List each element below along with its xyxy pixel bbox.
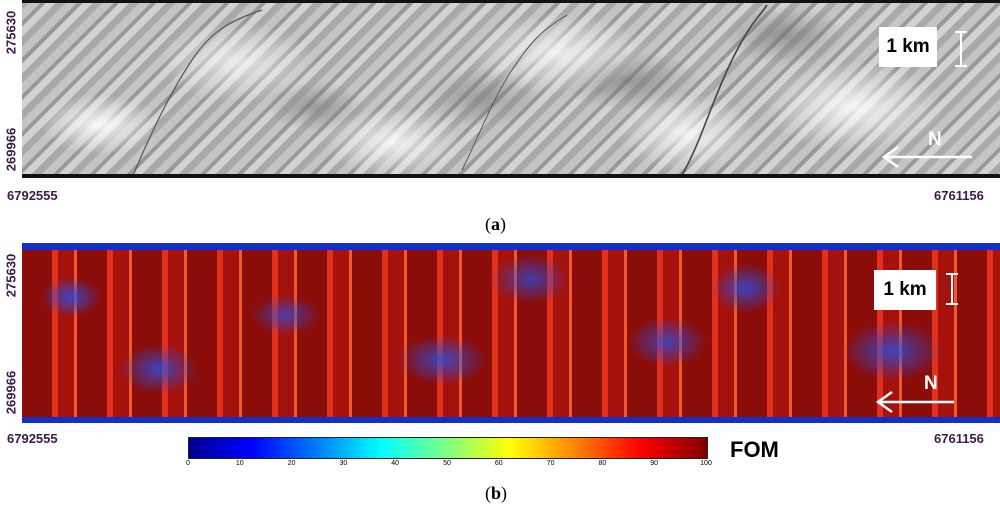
y-coord-bottom-a: 269966	[3, 127, 19, 172]
x-coord-left-a: 6792555	[7, 188, 58, 203]
colorbar-tick-label: 10	[235, 460, 244, 467]
colorbar-tick-label: 0	[186, 460, 190, 467]
north-label-b: N	[924, 373, 938, 394]
drainage-lines	[131, 4, 768, 178]
scale-label-b: 1 km	[874, 270, 936, 310]
y-coord-top-a: 275630	[3, 10, 19, 55]
x-coord-right-a: 6761156	[934, 188, 984, 203]
caption-a-open: (	[485, 214, 491, 234]
colorbar-tick-label: 70	[546, 460, 555, 467]
colorbar-label: FOM	[730, 437, 779, 462]
grayscale-map-image	[22, 0, 1000, 178]
colorbar-tick-label: 80	[598, 460, 607, 467]
fom-map-image	[22, 243, 1000, 423]
colorbar-tick-label: 60	[494, 460, 503, 467]
colorbar-tick-label: 40	[391, 460, 400, 467]
colorbar-tick-label: 100	[700, 460, 712, 467]
caption-a: (a)	[485, 214, 506, 235]
north-arrow-icon	[875, 390, 954, 414]
y-coord-top-b: 275630	[3, 253, 19, 298]
fom-colorbar	[188, 437, 708, 459]
caption-b: (b)	[485, 483, 507, 504]
north-label-a: N	[928, 129, 942, 150]
y-coord-bottom-b: 269966	[3, 370, 19, 415]
x-coord-left-b: 6792555	[7, 431, 58, 446]
colorbar-tick-label: 30	[339, 460, 348, 467]
caption-b-close: )	[501, 483, 508, 503]
north-arrow-icon	[881, 145, 972, 169]
colorbar-tick-label: 50	[443, 460, 451, 467]
scale-bar-icon	[955, 31, 967, 67]
caption-a-close: )	[500, 214, 506, 234]
caption-a-letter: a	[491, 214, 500, 234]
caption-b-letter: b	[491, 483, 502, 503]
caption-b-open: (	[485, 483, 491, 503]
colorbar-tick-label: 90	[650, 460, 659, 467]
scale-bar-icon	[946, 273, 958, 305]
scale-label-a: 1 km	[879, 27, 937, 67]
x-coord-right-b: 6761156	[934, 431, 984, 446]
colorbar-tick-label: 20	[287, 460, 296, 467]
